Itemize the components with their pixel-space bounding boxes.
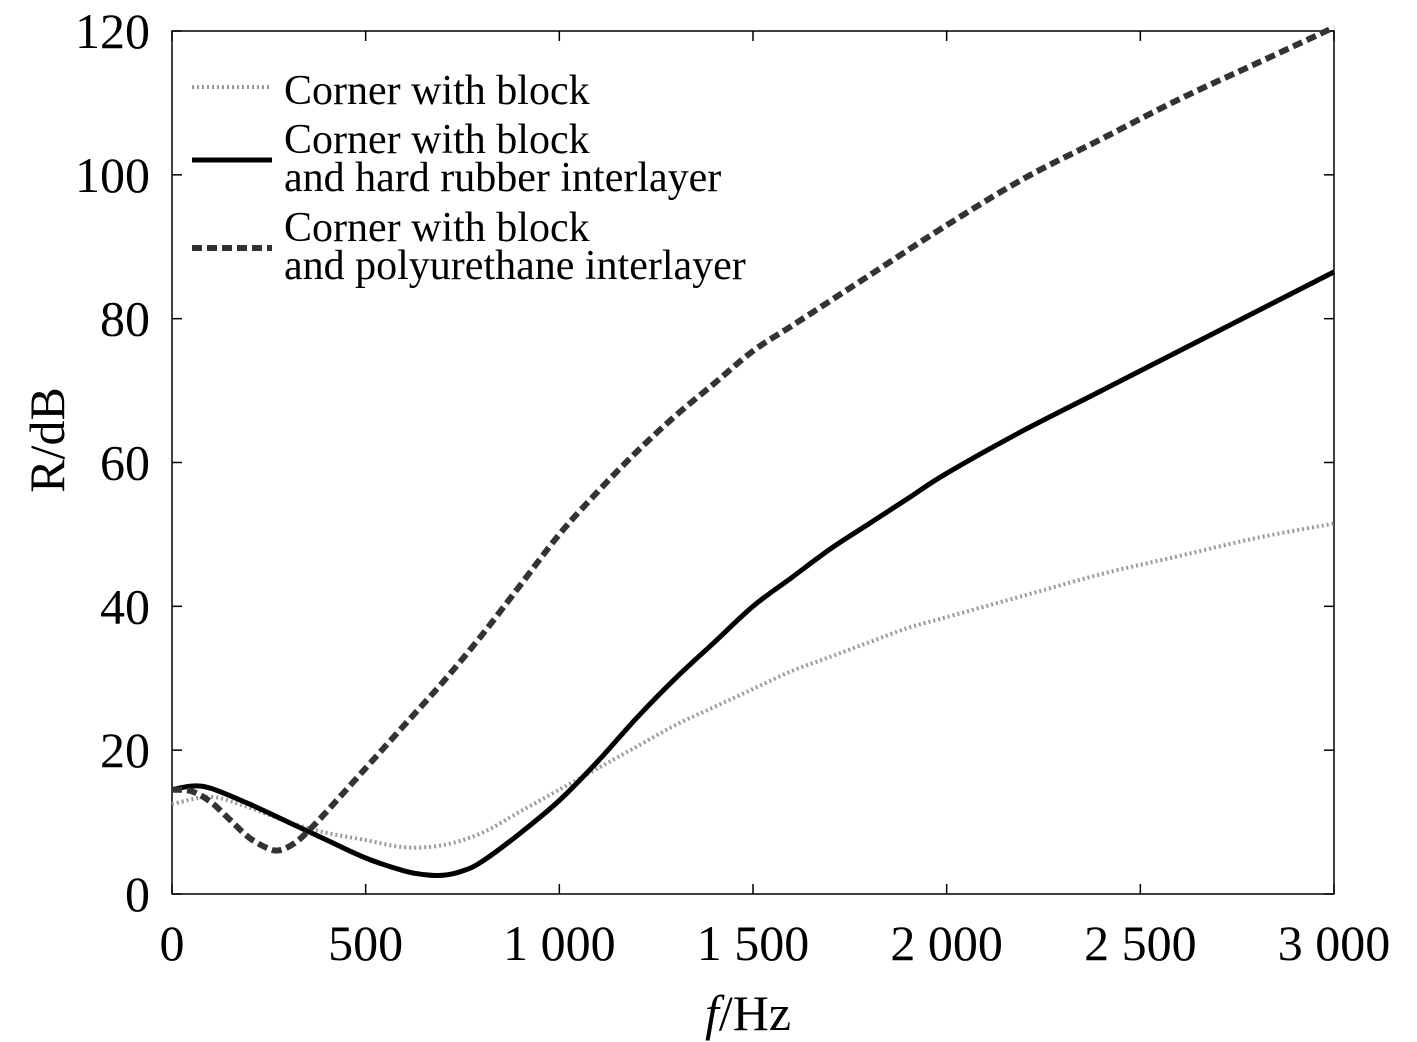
- x-tick-label: 0: [160, 915, 185, 971]
- x-axis-label: f/Hz: [705, 985, 791, 1041]
- legend-label: and hard rubber interlayer: [284, 155, 721, 201]
- y-tick-label: 0: [125, 866, 150, 922]
- legend-label: and polyurethane interlayer: [284, 243, 746, 289]
- y-tick-label: 60: [100, 435, 150, 491]
- y-axis-label: R/dB: [19, 387, 75, 493]
- x-tick-label: 3 000: [1278, 915, 1391, 971]
- legend-label: Corner with block: [284, 68, 590, 114]
- y-tick-label: 120: [75, 3, 150, 59]
- plot-frame: [171, 30, 1335, 895]
- legend-label: Corner with block: [284, 205, 590, 251]
- x-tick-label: 1 500: [697, 915, 810, 971]
- y-tick-label: 40: [100, 578, 150, 634]
- x-tick-label: 2 500: [1084, 915, 1197, 971]
- y-tick-label: 20: [100, 722, 150, 778]
- series-line-dashed: [171, 24, 1336, 854]
- series-lines: [171, 24, 1336, 879]
- x-tick-label: 2 000: [890, 915, 1003, 971]
- series-line-solid: [171, 269, 1336, 879]
- axis-ticks: 0 500 1 000 1 500 2 000 2 500 3 000 0 20 40 60 80 10…: [75, 3, 1390, 971]
- x-axis-label-unit: /Hz: [719, 985, 791, 1041]
- legend-label: Corner with block: [284, 117, 590, 163]
- y-tick-label: 100: [75, 147, 150, 203]
- x-tick-label: 1 000: [503, 915, 616, 971]
- y-tick-label: 80: [100, 291, 150, 347]
- x-tick-label: 500: [328, 915, 403, 971]
